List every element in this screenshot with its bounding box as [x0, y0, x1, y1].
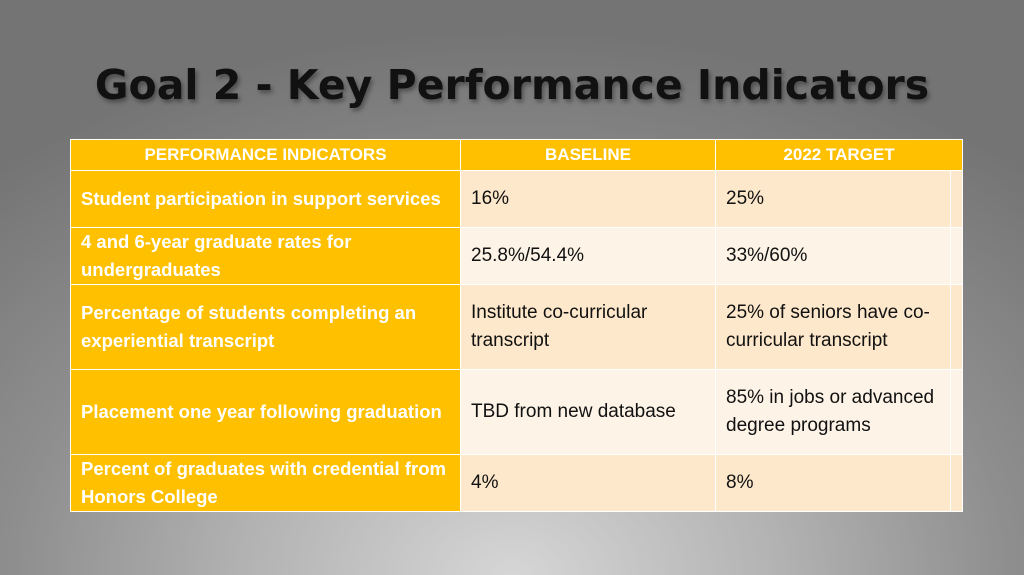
- baseline-cell: 25.8%/54.4%: [460, 227, 716, 285]
- target-cell: 25%: [715, 170, 951, 228]
- header-performance-indicators: PERFORMANCE INDICATORS: [70, 139, 461, 171]
- header-2022-target: 2022 TARGET: [714, 139, 964, 171]
- indicator-cell: Placement one year following graduation: [70, 369, 461, 455]
- table-row: 4 and 6-year graduate rates for undergra…: [70, 227, 964, 285]
- target-cell: 8%: [715, 454, 951, 512]
- header-baseline: BASELINE: [460, 139, 716, 171]
- row-edge-cell: [949, 454, 964, 512]
- indicator-cell: Student participation in support service…: [70, 170, 461, 228]
- indicator-cell: Percent of graduates with credential fro…: [70, 454, 461, 512]
- indicator-cell: Percentage of students completing an exp…: [70, 284, 461, 370]
- table-header-row: PERFORMANCE INDICATORS BASELINE 2022 TAR…: [70, 139, 964, 171]
- table-row: Percentage of students completing an exp…: [70, 284, 964, 370]
- baseline-cell: 16%: [460, 170, 716, 228]
- row-edge-cell: [949, 284, 964, 370]
- baseline-cell: 4%: [460, 454, 716, 512]
- table-row: Student participation in support service…: [70, 170, 964, 228]
- row-edge-cell: [949, 227, 964, 285]
- target-cell: 25% of seniors have co-curricular transc…: [715, 284, 951, 370]
- row-edge-cell: [949, 369, 964, 455]
- baseline-cell: Institute co-curricular transcript: [460, 284, 716, 370]
- row-edge-cell: [949, 170, 964, 228]
- table-row: Placement one year following graduation …: [70, 369, 964, 455]
- table-row: Percent of graduates with credential fro…: [70, 454, 964, 512]
- slide-title: Goal 2 - Key Performance Indicators: [94, 61, 930, 109]
- target-cell: 33%/60%: [715, 227, 951, 285]
- target-cell: 85% in jobs or advanced degree programs: [715, 369, 951, 455]
- indicator-cell: 4 and 6-year graduate rates for undergra…: [70, 227, 461, 285]
- kpi-table: PERFORMANCE INDICATORS BASELINE 2022 TAR…: [70, 139, 964, 512]
- baseline-cell: TBD from new database: [460, 369, 716, 455]
